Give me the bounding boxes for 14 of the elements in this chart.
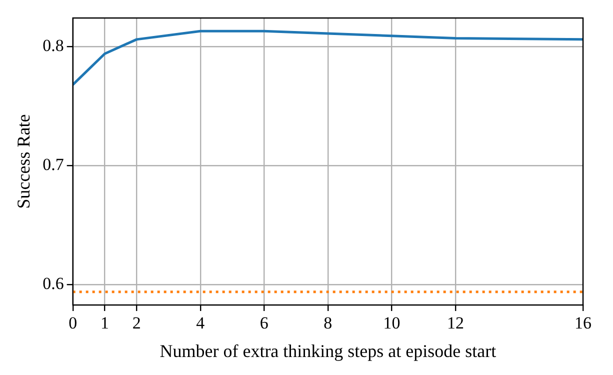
x-tick-label: 2 — [132, 314, 141, 333]
x-tick-label: 10 — [383, 314, 400, 333]
y-tick-label: 0.7 — [42, 155, 64, 174]
y-tick-label: 0.8 — [42, 36, 64, 56]
x-tick-label: 4 — [196, 314, 206, 333]
y-axis-title: Success Rate — [14, 114, 34, 209]
x-tick-label: 0 — [68, 314, 78, 333]
x-tick-label: 1 — [100, 314, 109, 333]
x-tick-label: 8 — [324, 314, 332, 333]
x-axis-title: Number of extra thinking steps at episode start — [160, 340, 496, 361]
y-tick-label: 0.6 — [42, 274, 64, 294]
x-tick-label: 16 — [574, 314, 592, 333]
x-tick-label: 6 — [260, 314, 268, 333]
x-tick-label: 12 — [446, 314, 464, 333]
